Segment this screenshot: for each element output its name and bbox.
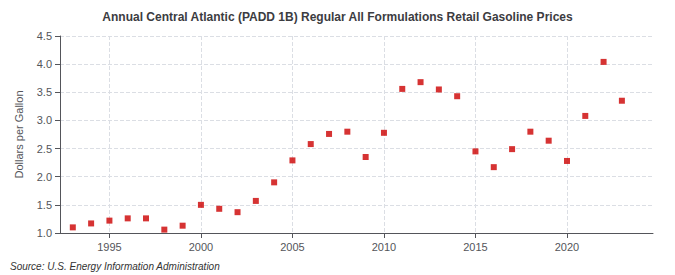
svg-text:1.0: 1.0 xyxy=(37,227,52,239)
svg-text:1.5: 1.5 xyxy=(37,199,52,211)
svg-text:3.5: 3.5 xyxy=(37,86,52,98)
svg-text:2020: 2020 xyxy=(555,241,579,253)
svg-text:4.5: 4.5 xyxy=(37,30,52,42)
svg-text:2.0: 2.0 xyxy=(37,171,52,183)
svg-text:Dollars per Gallon: Dollars per Gallon xyxy=(13,90,25,178)
svg-text:Annual Central Atlantic (PADD: Annual Central Atlantic (PADD 1B) Regula… xyxy=(102,10,573,24)
svg-text:2010: 2010 xyxy=(372,241,396,253)
svg-text:2005: 2005 xyxy=(280,241,304,253)
svg-text:1995: 1995 xyxy=(97,241,121,253)
svg-text:2000: 2000 xyxy=(189,241,213,253)
svg-text:3.0: 3.0 xyxy=(37,114,52,126)
svg-text:4.0: 4.0 xyxy=(37,58,52,70)
svg-text:Source: U.S. Energy Informatio: Source: U.S. Energy Information Administ… xyxy=(10,261,220,272)
svg-text:2.5: 2.5 xyxy=(37,143,52,155)
svg-text:2015: 2015 xyxy=(463,241,487,253)
